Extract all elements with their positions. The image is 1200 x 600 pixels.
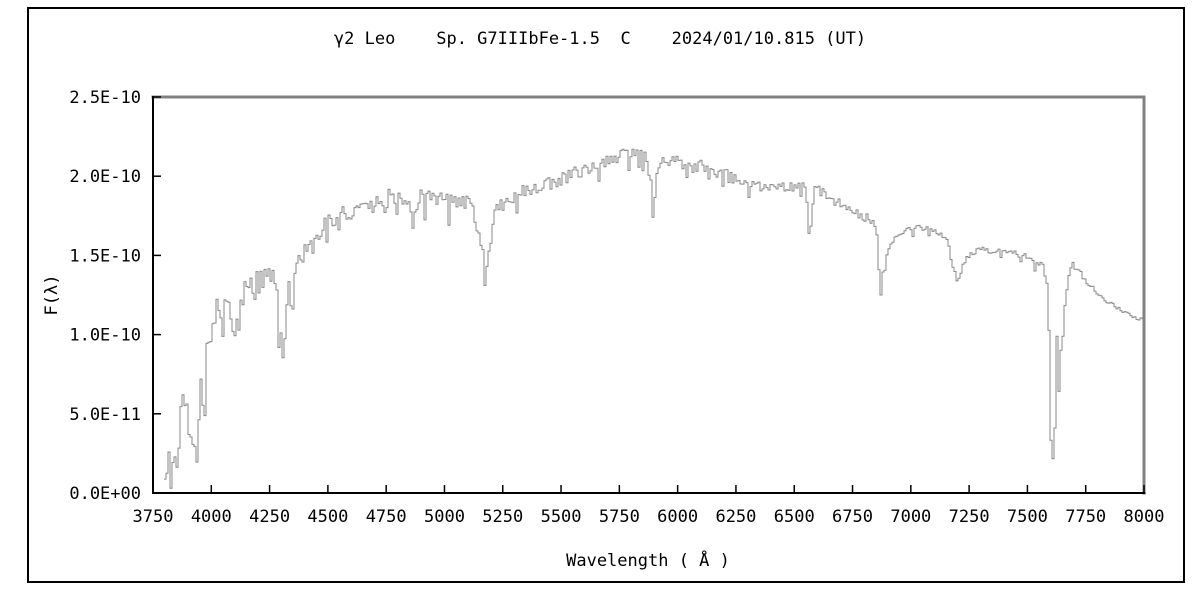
x-tick-label: 7750 <box>1065 507 1106 527</box>
x-tick-label: 6750 <box>832 507 873 527</box>
y-tick-label: 0.0E+00 <box>69 484 141 504</box>
spectrum-line <box>164 148 1145 489</box>
x-tick-label: 4500 <box>307 507 348 527</box>
x-tick-label: 4000 <box>191 507 232 527</box>
x-axis-title: Wavelength ( Å ) <box>566 549 730 571</box>
chart-title: γ2 Leo Sp. G7IIIbFe-1.5 C 2024/01/10.815… <box>333 29 867 49</box>
x-tick-label: 6000 <box>657 507 698 527</box>
x-tick-label: 6250 <box>715 507 756 527</box>
y-tick-label: 1.0E-10 <box>69 326 141 346</box>
x-tick-label: 7500 <box>1007 507 1048 527</box>
y-tick-label: 5.0E-11 <box>69 405 141 425</box>
tick-labels: 3750 4000 4250 4500 4750 5000 5250 5500 5750 6000… <box>69 88 1164 527</box>
x-tick-label: 5250 <box>482 507 523 527</box>
tick-marks <box>152 96 1145 494</box>
y-tick-label: 2.5E-10 <box>69 88 141 108</box>
x-tick-label: 4750 <box>366 507 407 527</box>
x-tick-label: 7000 <box>890 507 931 527</box>
y-tick-label: 1.5E-10 <box>69 246 141 266</box>
y-tick-label: 2.0E-10 <box>69 167 141 187</box>
x-tick-label: 5000 <box>424 507 465 527</box>
x-tick-label: 3750 <box>133 507 174 527</box>
y-axis-title: F(λ) <box>42 275 62 316</box>
x-tick-label: 5750 <box>599 507 640 527</box>
x-tick-label: 4250 <box>249 507 290 527</box>
x-tick-label: 6500 <box>774 507 815 527</box>
plot-frame <box>151 95 1146 495</box>
outer-border <box>27 7 1185 583</box>
x-tick-label: 5500 <box>541 507 582 527</box>
x-tick-label: 8000 <box>1124 507 1165 527</box>
x-tick-label: 7250 <box>949 507 990 527</box>
